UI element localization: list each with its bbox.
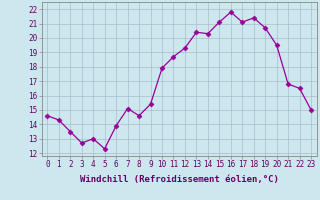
X-axis label: Windchill (Refroidissement éolien,°C): Windchill (Refroidissement éolien,°C) (80, 175, 279, 184)
